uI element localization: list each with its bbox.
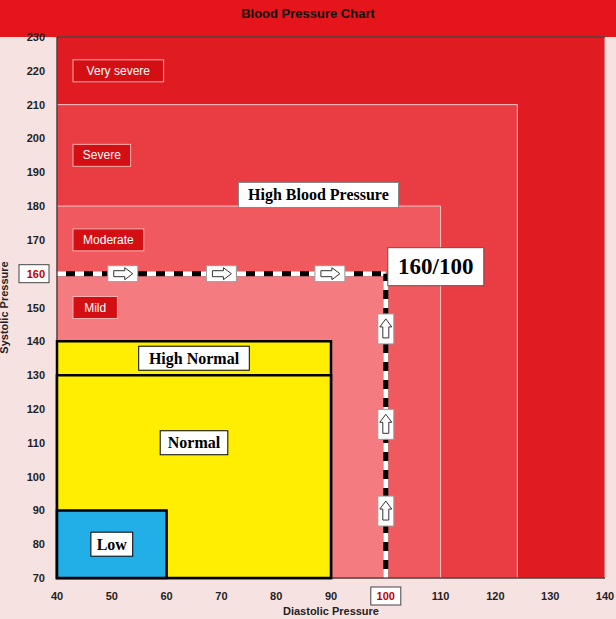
- svg-text:170: 170: [27, 234, 45, 246]
- svg-text:100: 100: [27, 471, 45, 483]
- svg-text:80: 80: [270, 590, 282, 602]
- svg-text:140: 140: [27, 335, 45, 347]
- svg-text:110: 110: [432, 590, 450, 602]
- svg-text:110: 110: [27, 437, 45, 449]
- svg-text:High Normal: High Normal: [149, 350, 240, 368]
- svg-text:90: 90: [325, 590, 337, 602]
- svg-text:90: 90: [33, 504, 45, 516]
- svg-text:200: 200: [27, 132, 45, 144]
- svg-text:Severe: Severe: [83, 148, 121, 162]
- svg-text:130: 130: [541, 590, 559, 602]
- svg-text:180: 180: [27, 200, 45, 212]
- svg-text:80: 80: [33, 538, 45, 550]
- html-text:Blood Pressure Chart: Blood Pressure Chart: [241, 6, 375, 21]
- svg-text:130: 130: [27, 369, 45, 381]
- svg-text:Moderate: Moderate: [83, 233, 134, 247]
- svg-text:60: 60: [160, 590, 172, 602]
- svg-text:100: 100: [377, 590, 395, 602]
- svg-text:Mild: Mild: [84, 301, 106, 315]
- svg-text:Low: Low: [97, 536, 128, 553]
- svg-text:140: 140: [596, 590, 608, 602]
- svg-text:120: 120: [27, 403, 45, 415]
- svg-text:Systolic Pressure: Systolic Pressure: [8, 261, 10, 353]
- svg-text:70: 70: [33, 572, 45, 584]
- svg-text:Normal: Normal: [168, 434, 221, 451]
- svg-text:Very severe: Very severe: [87, 64, 151, 78]
- svg-text:220: 220: [27, 65, 45, 77]
- svg-text:70: 70: [215, 590, 227, 602]
- svg-text:190: 190: [27, 166, 45, 178]
- svg-text:210: 210: [27, 99, 45, 111]
- svg-text:160: 160: [27, 268, 45, 280]
- svg-text:Diastolic Pressure: Diastolic Pressure: [283, 605, 379, 617]
- svg-text:230: 230: [27, 31, 45, 43]
- svg-text:50: 50: [106, 590, 118, 602]
- html-text:High Blood Pressure: High Blood Pressure: [248, 186, 389, 203]
- svg-text:40: 40: [51, 590, 63, 602]
- svg-text:120: 120: [486, 590, 504, 602]
- svg-text:160/100: 160/100: [398, 254, 473, 279]
- svg-text:150: 150: [27, 302, 45, 314]
